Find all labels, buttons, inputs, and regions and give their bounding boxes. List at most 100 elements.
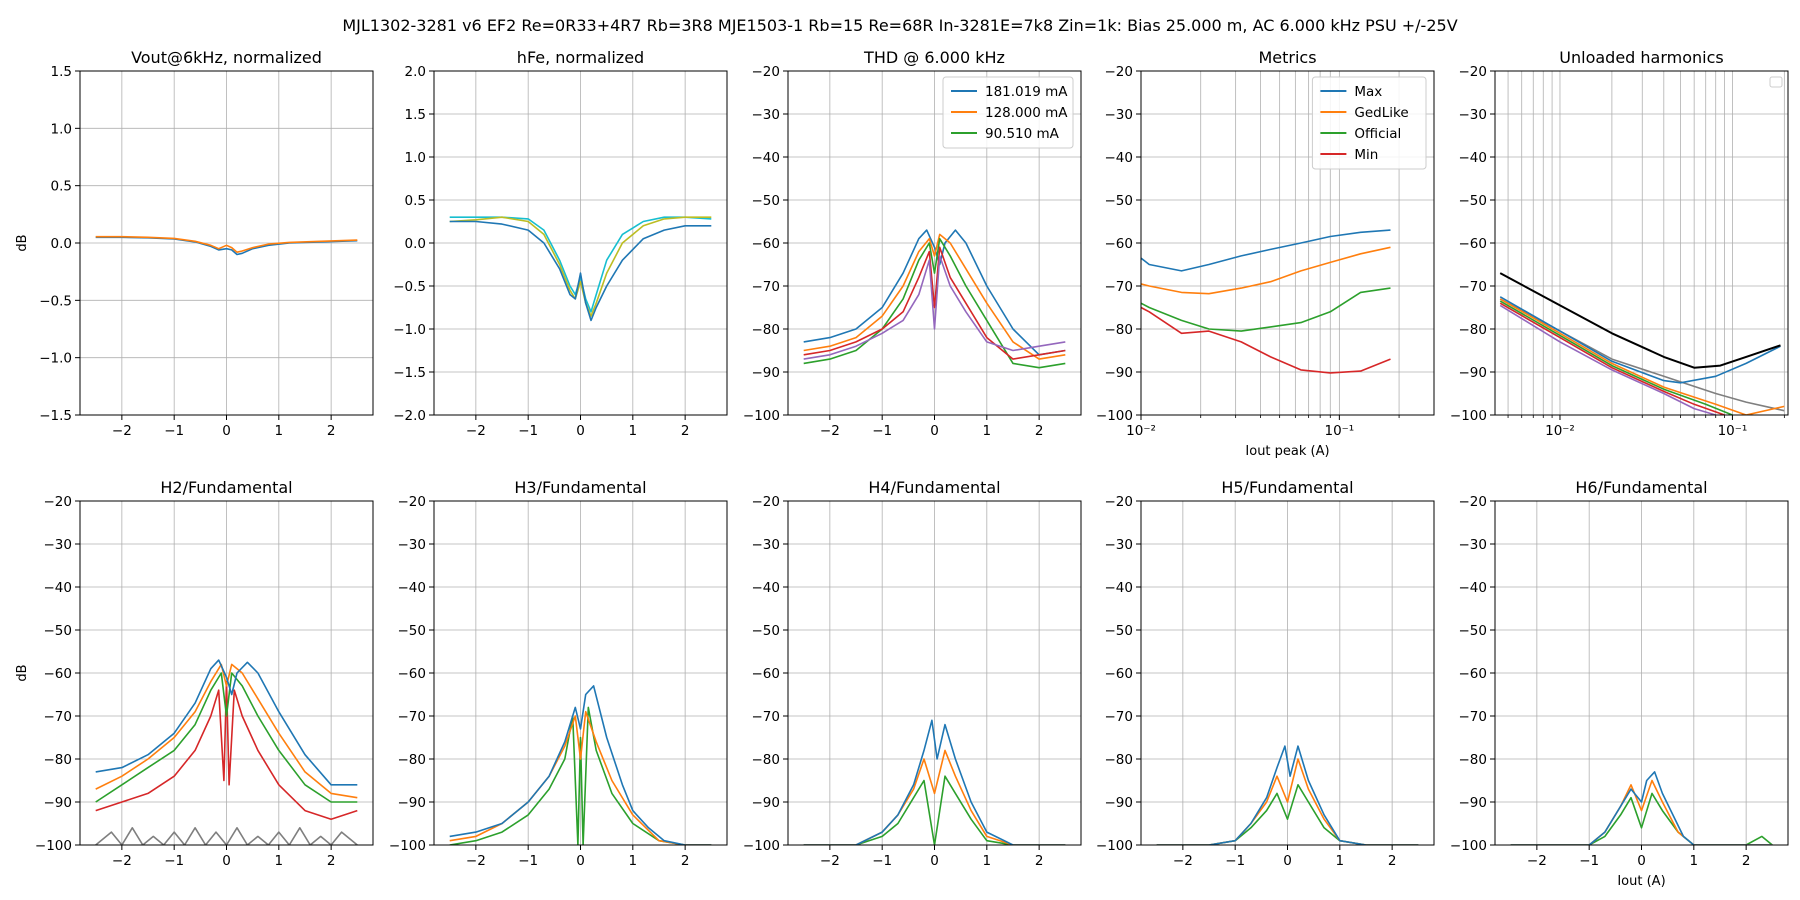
panel-thd: −2 −1 0 1 2 −100 −90 −80 −70 −60 −50 −40 −30 −20 THD @… — [743, 48, 1082, 439]
grid-lines — [788, 501, 1081, 845]
series-line-2 — [1510, 771, 1773, 845]
series-line-2 — [803, 237, 1066, 369]
series-line-6 — [1499, 272, 1781, 369]
x-tick-label: 2 — [327, 853, 336, 869]
x-tick-label: −1 — [518, 423, 538, 439]
y-tick-label: 1.5 — [51, 64, 72, 80]
y-tick-label: −70 — [1459, 709, 1488, 725]
series-line-0 — [1510, 792, 1773, 845]
y-tick-label: −40 — [1105, 150, 1134, 166]
y-tick-label: −30 — [1105, 107, 1134, 123]
legend-label: Min — [1354, 147, 1378, 163]
x-tick-label: 10⁻¹ — [1324, 423, 1354, 439]
chart-panels: −2 −1 0 1 2 −1.5 −1.0 −0.5 0.0 0.5 1.0 1.5 Vout@6kHz… — [15, 48, 1789, 889]
legend-label: 181.019 mA — [985, 84, 1068, 100]
series-line-3 — [803, 246, 1066, 360]
x-tick-label: 0 — [222, 423, 231, 439]
y-tick-label: −20 — [1105, 64, 1134, 80]
panel-h4: −2 −1 0 1 2 −100 −90 −80 −70 −60 −50 −40 −30 −20 H4/Fu… — [743, 478, 1082, 869]
y-tick-label: −2.0 — [393, 408, 426, 424]
series-group — [1499, 272, 1785, 415]
series-line-4 — [1499, 298, 1785, 415]
y-tick-label: −60 — [752, 236, 781, 252]
y-tick-label: −50 — [44, 623, 73, 639]
y-tick-label: −70 — [752, 709, 781, 725]
panel-title: H6/Fundamental — [1575, 478, 1707, 497]
y-tick-label: −100 — [1096, 408, 1133, 424]
y-tick-label: −40 — [752, 580, 781, 596]
x-tick-label: 0 — [930, 853, 939, 869]
panel-title: THD @ 6.000 kHz — [863, 48, 1005, 67]
y-tick-label: −100 — [1096, 838, 1133, 854]
y-tick-label: −80 — [752, 322, 781, 338]
y-tick-label: −90 — [752, 795, 781, 811]
grid-lines — [434, 71, 727, 415]
x-tick-label: 2 — [1388, 853, 1397, 869]
series-group — [95, 235, 358, 256]
series-line-1 — [1510, 779, 1773, 845]
y-tick-label: −100 — [389, 838, 426, 854]
y-tick-label: −40 — [1459, 580, 1488, 596]
y-tick-label: −0.5 — [39, 293, 72, 309]
x-tick-label: −1 — [872, 853, 892, 869]
x-tick-label: −1 — [1579, 853, 1599, 869]
legend-label: GedLike — [1354, 105, 1408, 121]
series-line-2 — [1499, 302, 1725, 415]
y-tick-label: −60 — [44, 666, 73, 682]
y-tick-label: −70 — [398, 709, 427, 725]
series-line-1 — [803, 233, 1066, 360]
series-group — [1156, 745, 1419, 845]
y-tick-label: −20 — [752, 494, 781, 510]
x-tick-label: 1 — [1690, 853, 1699, 869]
y-tick-label: −40 — [1105, 580, 1134, 596]
x-tick-label: 1 — [275, 853, 284, 869]
panel-h2: −2 −1 0 1 2 −100 −90 −80 −70 −60 −50 −40 −30 −20 H2/Fu… — [15, 478, 374, 869]
x-tick-label: −2 — [466, 423, 486, 439]
y-tick-label: −0.5 — [393, 279, 426, 295]
series-group — [803, 229, 1066, 369]
y-tick-label: −40 — [398, 580, 427, 596]
panel-vout: −2 −1 0 1 2 −1.5 −1.0 −0.5 0.0 0.5 1.0 1.5 Vout@6kHz… — [15, 48, 374, 439]
x-tick-label: −1 — [1225, 853, 1245, 869]
y-tick-label: −80 — [1105, 752, 1134, 768]
y-tick-label: −100 — [1450, 408, 1487, 424]
series-group — [1510, 771, 1773, 845]
x-tick-label: 0 — [1637, 853, 1646, 869]
y-tick-label: −60 — [1105, 236, 1134, 252]
x-tick-label: −2 — [1173, 853, 1193, 869]
panel-title: hFe, normalized — [517, 48, 644, 67]
y-tick-label: −70 — [1459, 279, 1488, 295]
series-line-2 — [449, 220, 712, 322]
y-tick-label: −100 — [35, 838, 72, 854]
y-tick-label: −80 — [1459, 322, 1488, 338]
y-tick-label: −20 — [44, 494, 73, 510]
series-line-3 — [1499, 300, 1733, 415]
x-tick-label: 2 — [1035, 853, 1044, 869]
y-tick-label: −60 — [1459, 236, 1488, 252]
x-tick-label: 2 — [1742, 853, 1751, 869]
y-tick-label: 0.5 — [51, 179, 72, 195]
y-tick-label: −90 — [398, 795, 427, 811]
legend-label: Max — [1354, 84, 1382, 100]
legend: 181.019 mA 128.000 mA 90.510 mA — [942, 76, 1074, 149]
legend — [1769, 76, 1783, 88]
series-line-1 — [95, 680, 358, 821]
x-tick-label: 1 — [629, 853, 638, 869]
legend-label: 128.000 mA — [985, 105, 1068, 121]
y-tick-label: −20 — [1459, 64, 1488, 80]
y-axis-label: dB — [15, 234, 30, 251]
x-tick-label: −1 — [518, 853, 538, 869]
y-tick-label: −30 — [1459, 107, 1488, 123]
y-tick-label: −70 — [1105, 279, 1134, 295]
y-tick-label: −40 — [752, 150, 781, 166]
y-tick-label: −50 — [752, 193, 781, 209]
x-tick-label: 1 — [629, 423, 638, 439]
series-line-3 — [1141, 306, 1391, 374]
x-tick-label: −1 — [164, 853, 184, 869]
y-tick-label: −20 — [1459, 494, 1488, 510]
y-tick-label: −80 — [44, 752, 73, 768]
x-axis-label: Iout (A) — [1617, 874, 1665, 889]
y-tick-label: −90 — [752, 365, 781, 381]
x-tick-label: 2 — [327, 423, 336, 439]
series-line-1 — [95, 235, 358, 253]
